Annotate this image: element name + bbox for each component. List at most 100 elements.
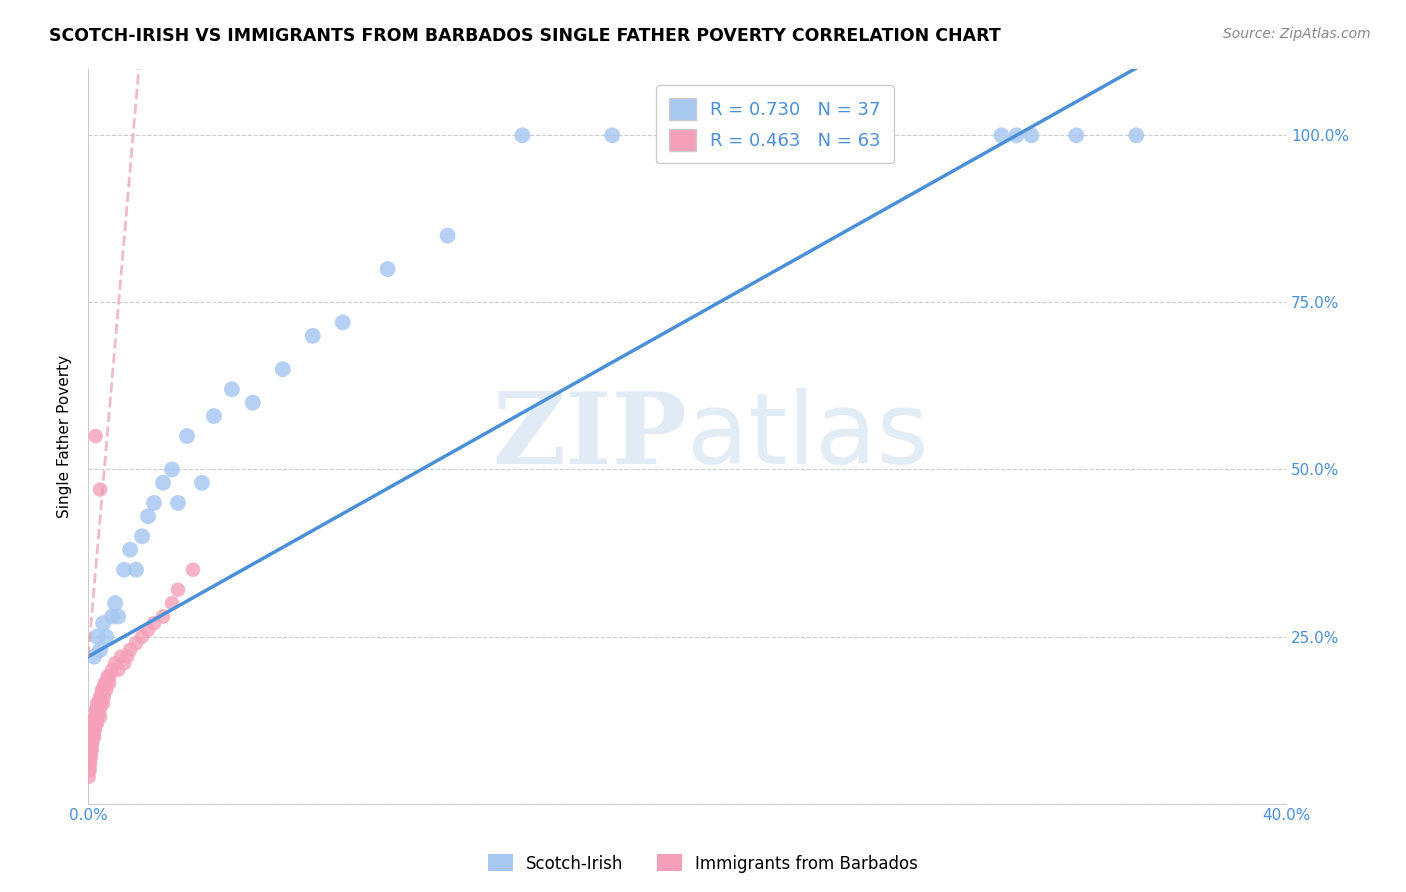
Point <box>80 743 103 757</box>
Point <box>83 723 105 738</box>
Point <box>242 395 264 409</box>
Text: Source: ZipAtlas.com: Source: ZipAtlas.com <box>1223 27 1371 41</box>
Point <box>436 228 458 243</box>
Y-axis label: Single Father Poverty: Single Father Poverty <box>58 354 72 517</box>
Point <box>1125 128 1147 143</box>
Point <box>93 676 115 690</box>
Point <box>136 509 159 524</box>
Point <box>735 128 758 143</box>
Point <box>80 743 103 757</box>
Legend: Scotch-Irish, Immigrants from Barbados: Scotch-Irish, Immigrants from Barbados <box>481 847 925 880</box>
Point <box>86 703 108 717</box>
Point <box>143 616 166 631</box>
Point <box>101 663 124 677</box>
Point <box>176 429 198 443</box>
Point <box>136 623 159 637</box>
Point <box>221 382 243 396</box>
Point <box>1066 128 1088 143</box>
Point <box>110 649 132 664</box>
Point <box>90 697 112 711</box>
Point <box>91 683 114 698</box>
Point <box>94 676 117 690</box>
Point <box>83 723 105 738</box>
Text: SCOTCH-IRISH VS IMMIGRANTS FROM BARBADOS SINGLE FATHER POVERTY CORRELATION CHART: SCOTCH-IRISH VS IMMIGRANTS FROM BARBADOS… <box>49 27 1001 45</box>
Point <box>160 462 183 476</box>
Point <box>89 643 111 657</box>
Point <box>84 710 107 724</box>
Point <box>120 542 142 557</box>
Point <box>84 703 107 717</box>
Point <box>82 730 104 744</box>
Point <box>79 756 101 771</box>
Point <box>1005 128 1028 143</box>
Text: atlas: atlas <box>688 387 929 484</box>
Point <box>131 529 153 543</box>
Point <box>84 710 107 724</box>
Point <box>101 609 124 624</box>
Point <box>377 262 399 277</box>
Point <box>332 316 354 330</box>
Point <box>98 670 121 684</box>
Point <box>143 496 166 510</box>
Point <box>97 670 120 684</box>
Point <box>1021 128 1043 143</box>
Point <box>160 596 183 610</box>
Point <box>86 697 108 711</box>
Point <box>131 630 153 644</box>
Point <box>83 730 105 744</box>
Point <box>167 496 190 510</box>
Point <box>84 716 107 731</box>
Point <box>600 128 623 143</box>
Text: ZIP: ZIP <box>492 387 688 484</box>
Point <box>83 716 105 731</box>
Point <box>89 483 111 497</box>
Point <box>181 563 204 577</box>
Point <box>107 663 129 677</box>
Point <box>82 730 104 744</box>
Point <box>79 743 101 757</box>
Point <box>79 756 101 771</box>
Point <box>94 630 117 644</box>
Point <box>79 763 101 777</box>
Point <box>84 429 107 443</box>
Point <box>120 643 142 657</box>
Point <box>86 630 108 644</box>
Point <box>91 616 114 631</box>
Point <box>86 716 108 731</box>
Point <box>83 716 105 731</box>
Point <box>94 683 117 698</box>
Point <box>80 749 103 764</box>
Point <box>107 609 129 624</box>
Point <box>91 697 114 711</box>
Point <box>87 703 110 717</box>
Point <box>80 736 103 750</box>
Point <box>152 475 174 490</box>
Point <box>77 770 100 784</box>
Point <box>104 657 127 671</box>
Point <box>89 703 111 717</box>
Point <box>93 690 115 704</box>
Point <box>167 582 190 597</box>
Point <box>77 763 100 777</box>
Point <box>115 649 138 664</box>
Point <box>79 749 101 764</box>
Point <box>80 730 103 744</box>
Point <box>855 128 877 143</box>
Legend: R = 0.730   N = 37, R = 0.463   N = 63: R = 0.730 N = 37, R = 0.463 N = 63 <box>657 85 894 163</box>
Point <box>676 128 699 143</box>
Point <box>87 710 110 724</box>
Point <box>512 128 534 143</box>
Point <box>89 690 111 704</box>
Point <box>82 736 104 750</box>
Point <box>301 328 323 343</box>
Point <box>112 657 135 671</box>
Point <box>98 676 121 690</box>
Point <box>271 362 294 376</box>
Point <box>125 563 148 577</box>
Point <box>83 649 105 664</box>
Point <box>152 609 174 624</box>
Point <box>125 636 148 650</box>
Point <box>104 596 127 610</box>
Point <box>990 128 1012 143</box>
Point <box>90 683 112 698</box>
